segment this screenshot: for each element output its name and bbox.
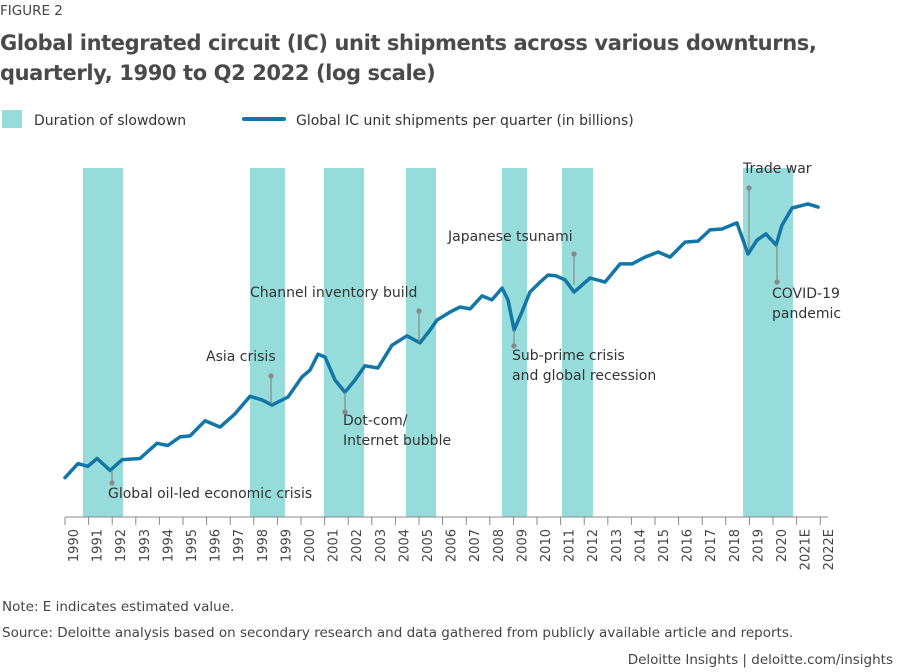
x-tick-label: 2005 (421, 529, 436, 562)
x-tick-label: 2012 (586, 529, 601, 562)
x-tick-label: 2009 (515, 529, 530, 562)
chart-title: quarterly, 1990 to Q2 2022 (log scale) (0, 61, 435, 85)
annotation: Asia crisis (206, 349, 276, 365)
x-tick-label: 1997 (232, 529, 247, 562)
note: Note: E indicates estimated value. (2, 599, 234, 615)
x-tick-label: 2006 (445, 529, 460, 562)
slowdown-band (250, 168, 285, 517)
x-tick-label: 2020 (775, 529, 790, 562)
chart-title: Global integrated circuit (IC) unit ship… (0, 31, 816, 55)
x-tick-label: 2016 (681, 529, 696, 562)
legend-swatch (2, 110, 22, 128)
annotation: Dot-com/ (343, 413, 408, 429)
annotation: Trade war (742, 161, 812, 177)
legend-label: Duration of slowdown (34, 113, 186, 129)
annotation-dot (746, 185, 752, 191)
annotation: pandemic (772, 306, 841, 322)
annotation: Channel inventory build (250, 285, 417, 301)
annotation: Japanese tsunami (447, 229, 573, 245)
x-tick-label: 2021E (799, 529, 814, 570)
figure-label: FIGURE 2 (0, 3, 63, 19)
x-tick-label: 1992 (114, 529, 129, 562)
x-tick-label: 1991 (91, 529, 106, 562)
annotation: Sub-prime crisis (512, 348, 625, 364)
x-tick-label: 2014 (633, 529, 648, 562)
slowdown-band (743, 168, 794, 517)
annotation: Internet bubble (343, 433, 451, 449)
x-tick-label: 1995 (185, 529, 200, 562)
slowdown-band (323, 168, 365, 517)
annotation: and global recession (512, 368, 656, 384)
x-tick-label: 2011 (563, 529, 578, 562)
x-tick-label: 1990 (67, 529, 82, 562)
x-tick-label: 2018 (728, 529, 743, 562)
annotation-dot (416, 308, 422, 314)
annotation: COVID-19 (772, 286, 840, 302)
annotation-dot (774, 279, 780, 285)
x-tick-label: 1999 (279, 529, 294, 562)
series-line (63, 202, 820, 480)
x-tick-label: 2000 (303, 529, 318, 562)
x-tick-label: 2007 (468, 529, 483, 562)
annotation-dot (109, 480, 115, 486)
annotation-dot (342, 409, 348, 415)
x-tick-label: 2015 (657, 529, 672, 562)
x-tick-label: 1996 (209, 529, 224, 562)
x-tick-label: 2008 (492, 529, 507, 562)
footer: Deloitte Insights | deloitte.com/insight… (628, 652, 893, 668)
x-tick-label: 2013 (610, 529, 625, 562)
x-tick-label: 1994 (161, 529, 176, 562)
annotation-dot (571, 251, 577, 257)
source: Source: Deloitte analysis based on secon… (2, 625, 793, 641)
annotation: Global oil-led economic crisis (108, 486, 312, 502)
x-tick-label: 2001 (327, 529, 342, 562)
x-tick-label: 1993 (138, 529, 153, 562)
annotation-dot (268, 373, 274, 379)
x-tick-label: 2003 (374, 529, 389, 562)
x-tick-label: 1998 (256, 529, 271, 562)
x-tick-label: 2010 (539, 529, 554, 562)
slowdown-band (562, 168, 593, 517)
slowdown-band (82, 168, 124, 517)
x-tick-label: 2019 (751, 529, 766, 562)
annotation-dot (511, 343, 517, 349)
x-tick-label: 2017 (704, 529, 719, 562)
legend-label: Global IC unit shipments per quarter (in… (296, 113, 634, 129)
x-tick-label: 2022E (822, 529, 837, 570)
x-tick-label: 2002 (350, 529, 365, 562)
x-tick-label: 2004 (397, 529, 412, 562)
